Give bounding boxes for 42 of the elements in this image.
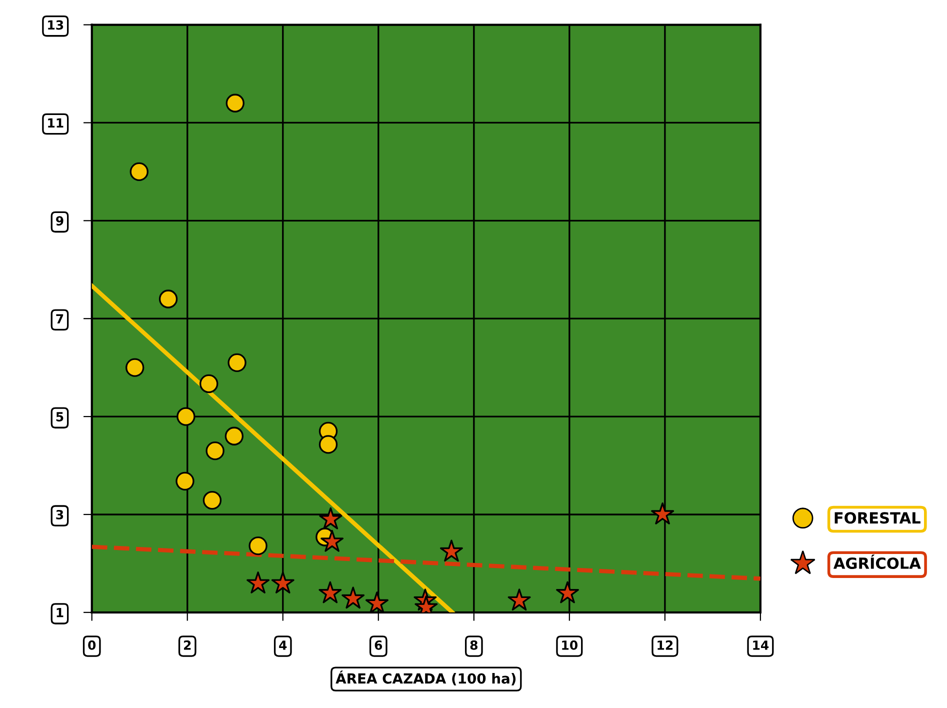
point bbox=[224, 426, 244, 446]
y-tick-label: 3 bbox=[56, 510, 64, 520]
legend-label: AGRÍCOLA bbox=[833, 554, 921, 570]
point bbox=[508, 588, 531, 611]
point bbox=[318, 435, 338, 454]
y-tick-label: 1 bbox=[56, 608, 64, 618]
y-tick-label: 5 bbox=[56, 412, 64, 422]
point bbox=[158, 290, 178, 308]
point bbox=[206, 441, 224, 460]
y-tick-label: 7 bbox=[56, 314, 64, 324]
point bbox=[130, 162, 148, 182]
x-axis-title: ÁREA CAZADA (100 ha) bbox=[336, 670, 516, 686]
point bbox=[200, 374, 218, 394]
x-tick-label: 2 bbox=[184, 640, 191, 650]
x-tick-label: 0 bbox=[88, 640, 96, 650]
point bbox=[319, 507, 342, 530]
point bbox=[126, 358, 144, 377]
y-tick-label: 11 bbox=[48, 118, 64, 128]
point bbox=[246, 571, 270, 594]
x-tick-label: 4 bbox=[279, 640, 287, 650]
x-tick-label: 8 bbox=[470, 640, 478, 650]
x-tick-label: 14 bbox=[753, 640, 769, 650]
legend-label: FORESTAL bbox=[834, 512, 920, 524]
point bbox=[651, 502, 674, 524]
point bbox=[271, 571, 294, 594]
point bbox=[320, 530, 344, 552]
point bbox=[228, 353, 246, 372]
point bbox=[318, 581, 342, 604]
point bbox=[202, 490, 222, 510]
point bbox=[176, 472, 194, 491]
x-tick-label: 6 bbox=[374, 640, 382, 650]
point bbox=[226, 94, 244, 112]
point bbox=[556, 581, 579, 604]
x-tick-label: 12 bbox=[658, 640, 673, 650]
point bbox=[248, 536, 268, 556]
y-tick-label: 13 bbox=[48, 20, 64, 30]
point bbox=[176, 407, 196, 426]
point bbox=[440, 540, 463, 562]
point bbox=[365, 592, 388, 612]
y-tick-label: 9 bbox=[56, 216, 64, 226]
point bbox=[342, 586, 365, 609]
x-tick-label: 10 bbox=[562, 640, 578, 650]
